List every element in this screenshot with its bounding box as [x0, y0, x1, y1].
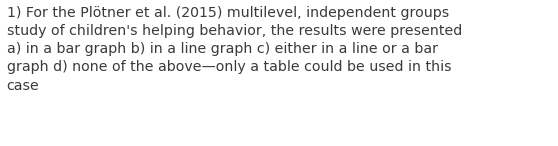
Text: 1) For the Plötner et al. (2015) multilevel, independent groups
study of childre: 1) For the Plötner et al. (2015) multile… — [7, 6, 462, 93]
